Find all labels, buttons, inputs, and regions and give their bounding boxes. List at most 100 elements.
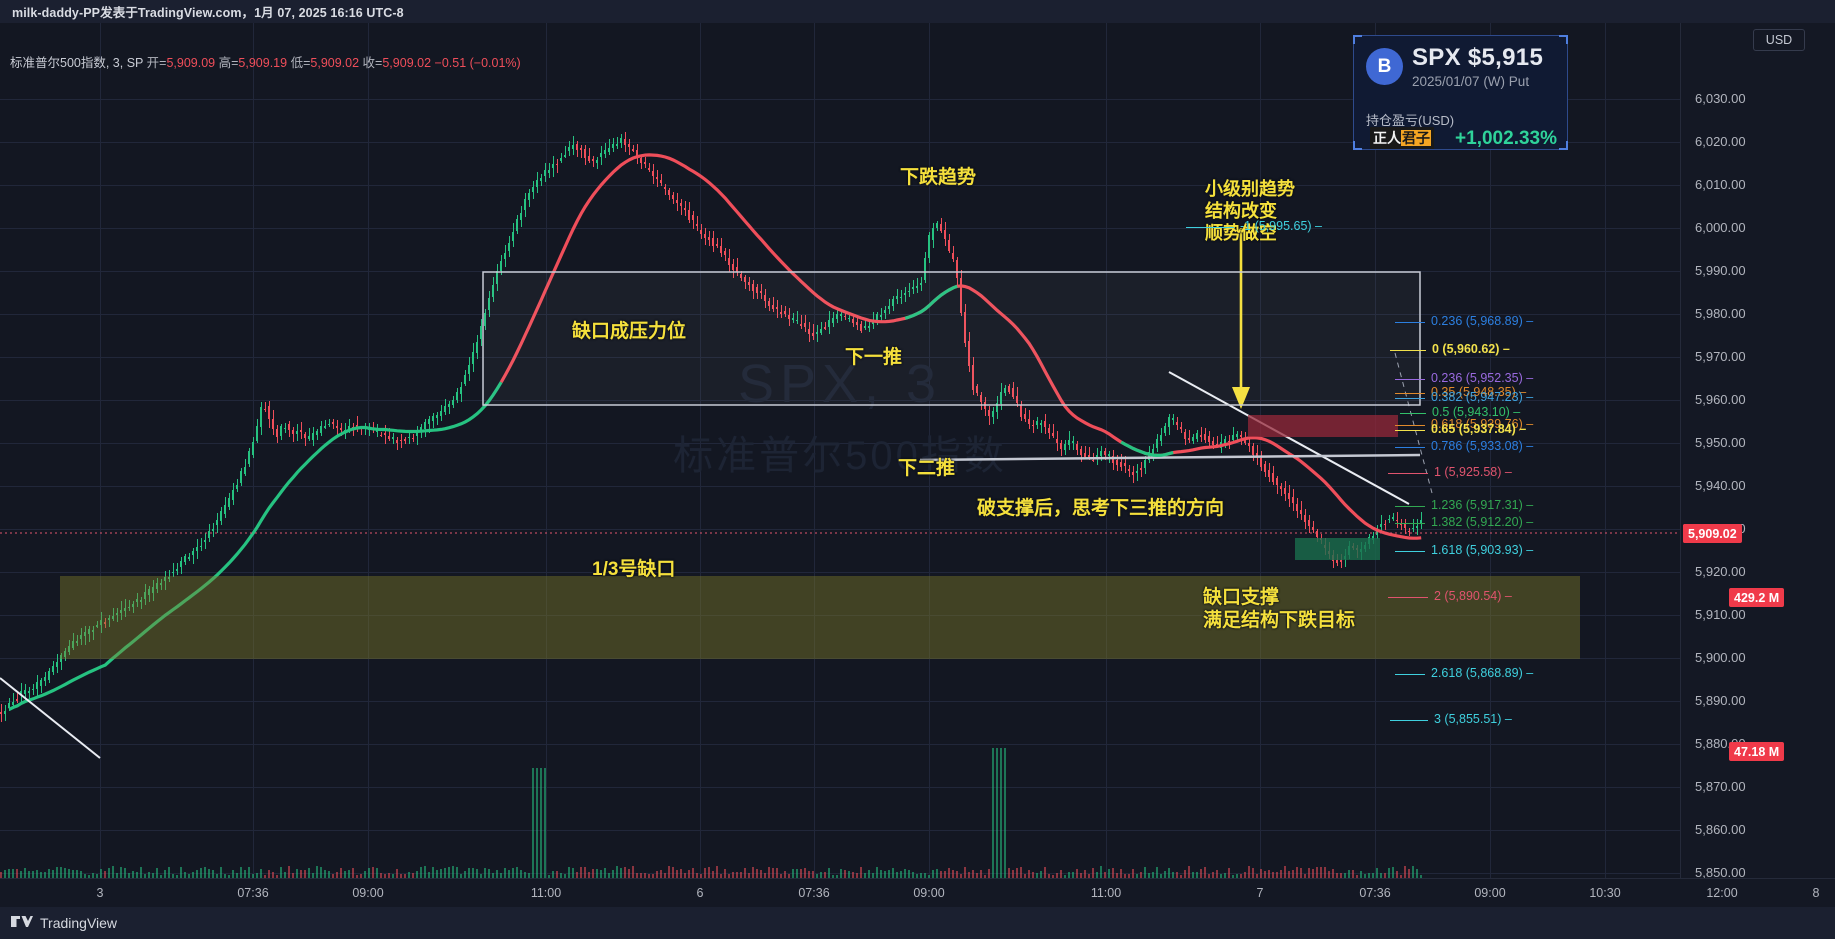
volume-bar xyxy=(308,868,311,878)
volume-bar xyxy=(1244,872,1247,878)
fib-level-label[interactable]: 2.618 (5,868.89) – xyxy=(1431,666,1534,680)
legend-open-value: 5,909.09 xyxy=(166,56,216,70)
gridline-h xyxy=(0,185,1680,186)
candle-body xyxy=(404,438,407,441)
volume-bar xyxy=(588,871,591,878)
volume-bar xyxy=(768,866,771,878)
candle-body xyxy=(960,277,963,314)
volume-bar xyxy=(668,866,671,878)
time-tick: 07:36 xyxy=(798,886,830,900)
fib-level-label[interactable]: 1 (5,925.58) – xyxy=(1434,465,1512,479)
volume-bar xyxy=(1044,866,1047,878)
volume-bar xyxy=(692,868,695,878)
annotation-push-two[interactable]: 下二推 xyxy=(898,458,956,479)
fib-level-label[interactable]: 3 (5,855.51) – xyxy=(1434,712,1512,726)
volume-bar xyxy=(268,869,271,878)
volume-bar xyxy=(524,871,527,878)
candle-body xyxy=(564,155,567,157)
fib-line xyxy=(1395,322,1425,323)
volume-bar xyxy=(228,874,231,878)
volume-bar xyxy=(368,868,371,878)
attribution-bar: milk-daddy-PP发表于TradingView.com，1月 07, 2… xyxy=(0,0,1835,23)
annotation-small-structure[interactable]: 小级别趋势 结构改变 顺势做空 xyxy=(1205,179,1295,243)
option-position-badge[interactable]: B SPX $5,915 2025/01/07 (W) Put 持仓盈亏(USD… xyxy=(1353,35,1568,150)
volume-bar xyxy=(60,866,63,878)
candle-wick xyxy=(633,145,635,153)
price-tick: 6,000.00 xyxy=(1695,220,1746,235)
volume-bar xyxy=(756,868,759,878)
price-tick: 5,850.00 xyxy=(1695,865,1746,880)
time-tick: 6 xyxy=(696,886,704,900)
annotation-push-one[interactable]: 下一推 xyxy=(845,347,903,368)
candle-wick xyxy=(917,277,919,293)
volume-bar xyxy=(548,874,551,878)
volume-bar xyxy=(1240,873,1243,878)
price-axis[interactable]: 6,030.00 6,020.00 6,010.00 6,000.00 5,990.00… xyxy=(1680,23,1835,880)
candle-body xyxy=(828,320,831,327)
fib-level-label[interactable]: 0.236 (5,968.89) – xyxy=(1431,314,1534,328)
volume-bar xyxy=(1300,867,1303,878)
volume-bar xyxy=(1264,871,1267,878)
candle-body xyxy=(536,180,539,187)
volume-bar xyxy=(432,866,435,878)
candle-body xyxy=(876,314,879,323)
annotation-gap-13[interactable]: 1/3号缺口 xyxy=(592,559,676,580)
candle-body xyxy=(724,251,727,256)
volume-bar xyxy=(1112,868,1115,878)
fib-level-label[interactable]: 0.786 (5,933.08) – xyxy=(1431,439,1534,453)
fib-level-label[interactable]: -1 (5,995.65) – xyxy=(1240,219,1322,233)
annotation-gap-resistance[interactable]: 缺口成压力位 xyxy=(572,321,687,342)
time-tick: 07:36 xyxy=(237,886,269,900)
volume-bar xyxy=(1388,868,1391,878)
candle-body xyxy=(868,325,871,328)
candle-body xyxy=(1088,454,1091,457)
candle-body xyxy=(1024,413,1027,419)
chart-pane[interactable]: SPX, 3 标准普尔500指数 xyxy=(0,23,1680,878)
supply-zone[interactable] xyxy=(1248,415,1398,437)
volume-bar xyxy=(384,873,387,878)
candle-body xyxy=(1236,433,1239,437)
candle-body xyxy=(1004,387,1007,394)
time-axis[interactable]: 3 07:36 09:00 11:00 6 07:36 09:00 11:00 7 07:36 09… xyxy=(0,878,1835,907)
volume-bar xyxy=(140,866,143,878)
fib-level-label[interactable]: 0.5 (5,943.10) – xyxy=(1432,405,1521,419)
volume-bar xyxy=(832,874,835,878)
fib-level-label[interactable]: 0.382 (5,947.23) – xyxy=(1431,390,1534,404)
time-tick: 09:00 xyxy=(352,886,384,900)
volume-bar xyxy=(1056,872,1059,878)
fib-level-label[interactable]: 0.35 (5,948.35) – xyxy=(1431,385,1527,399)
candle-body xyxy=(480,326,483,340)
fib-level-label[interactable]: 1.236 (5,917.31) – xyxy=(1431,498,1534,512)
candle-wick xyxy=(865,317,867,331)
fib-level-label[interactable]: 2 (5,890.54) – xyxy=(1434,589,1512,603)
fib-level-label[interactable]: 0 (5,960.62) – xyxy=(1432,342,1510,356)
fib-level-label[interactable]: 1.382 (5,912.20) – xyxy=(1431,515,1534,529)
volume-bar xyxy=(704,868,707,878)
volume-bar xyxy=(836,874,839,878)
candle-body xyxy=(696,223,699,226)
candle-wick xyxy=(1089,446,1091,460)
candle-body xyxy=(1392,517,1395,520)
gap-support-zone[interactable] xyxy=(60,576,1580,659)
legend-symbol[interactable]: 标准普尔500指数, 3, SP xyxy=(10,56,144,70)
gridline-v xyxy=(1490,23,1491,878)
annotation-gap-support[interactable]: 缺口支撑 满足结构下跌目标 xyxy=(1203,587,1356,632)
volume-bar xyxy=(500,873,503,878)
fib-level-label[interactable]: 1.618 (5,903.93) – xyxy=(1431,543,1534,557)
annotation-break-support[interactable]: 破支撑后，思考下三推的方向 xyxy=(977,498,1225,519)
volume-bar xyxy=(616,866,619,878)
volume-bar xyxy=(1108,869,1111,878)
demand-zone[interactable] xyxy=(1295,538,1380,560)
volume-bar xyxy=(332,873,335,878)
fib-level-label[interactable]: 0.618 (5,939.76) – xyxy=(1431,417,1534,431)
currency-button[interactable]: USD xyxy=(1753,29,1805,51)
volume-bar xyxy=(688,870,691,878)
candle-body xyxy=(420,426,423,432)
annotation-downtrend[interactable]: 下跌趋势 xyxy=(900,167,977,188)
tradingview-logo-icon xyxy=(11,916,33,927)
ohlc-legend[interactable]: 标准普尔500指数, 3, SP 开=5,909.09 高=5,909.19 低… xyxy=(10,52,521,71)
fib-level-label[interactable]: 0.236 (5,952.35) – xyxy=(1431,371,1534,385)
candle-body xyxy=(1228,440,1231,443)
candle-body xyxy=(176,569,179,571)
fib-level-label[interactable]: 0.65 (5,937.84) – xyxy=(1431,422,1527,436)
